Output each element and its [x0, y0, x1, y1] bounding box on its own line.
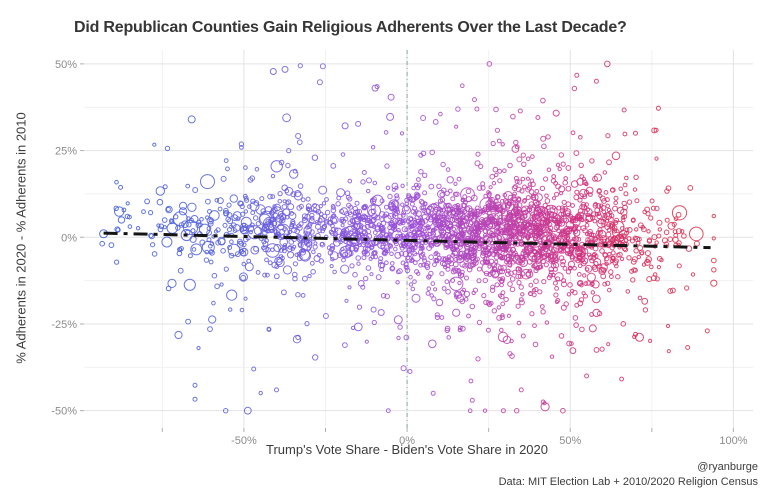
- svg-text:100%: 100%: [719, 435, 747, 447]
- svg-text:0%: 0%: [61, 232, 77, 244]
- y-axis-title: % Adherents in 2020 - % Adherents in 201…: [13, 112, 29, 364]
- svg-text:-25%: -25%: [51, 319, 77, 331]
- caption-source: Data: MIT Election Lab + 2010/2020 Relig…: [498, 476, 758, 488]
- svg-text:0%: 0%: [399, 435, 415, 447]
- svg-text:-50%: -50%: [231, 435, 257, 447]
- x-axis-title: Trump's Vote Share - Biden's Vote Share …: [266, 442, 548, 457]
- svg-text:50%: 50%: [55, 59, 77, 71]
- caption-handle: @ryanburge: [697, 461, 758, 473]
- chart-title: Did Republican Counties Gain Religious A…: [74, 19, 627, 36]
- caption-block: @ryanburge Data: MIT Election Lab + 2010…: [499, 460, 758, 490]
- svg-text:25%: 25%: [55, 146, 77, 158]
- svg-text:50%: 50%: [559, 435, 581, 447]
- svg-text:-50%: -50%: [51, 406, 77, 418]
